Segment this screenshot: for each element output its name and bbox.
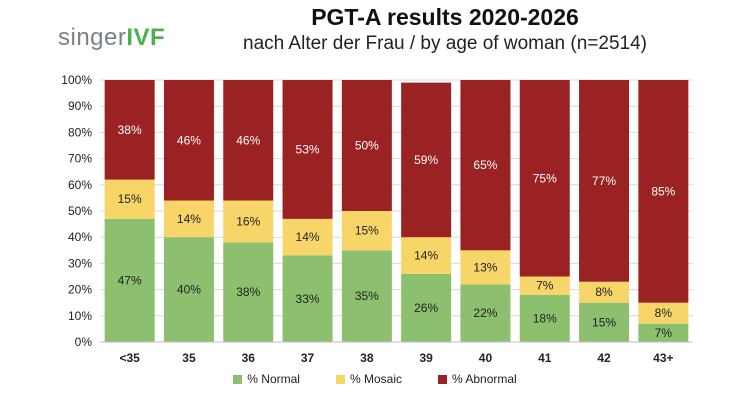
bar-abnormal <box>163 80 214 201</box>
legend-label-mosaic: % Mosaic <box>349 372 402 386</box>
x-tick-label: 38 <box>360 351 374 365</box>
chart-subtitle: nach Alter der Frau / by age of woman (n… <box>243 33 647 54</box>
data-label-normal: 35% <box>355 289 379 303</box>
bar-mosaic <box>401 237 452 274</box>
y-tick-label: 90% <box>68 99 92 113</box>
x-tick-label: 42 <box>597 351 611 365</box>
legend-swatch-normal <box>233 374 243 384</box>
data-label-abnormal: 59% <box>414 153 438 167</box>
data-label-abnormal: 75% <box>533 171 557 185</box>
logo-text-main: singer <box>58 24 127 51</box>
bar-mosaic <box>460 250 511 285</box>
singer-ivf-logo: singerIVF <box>56 12 186 58</box>
x-tick-label: 41 <box>538 351 552 365</box>
data-label-normal: 33% <box>296 292 320 306</box>
legend-label-normal: % Normal <box>247 372 300 386</box>
bar-abnormal <box>341 80 392 211</box>
data-label-normal: 15% <box>592 315 616 329</box>
y-tick-label: 40% <box>68 230 92 244</box>
legend-item-mosaic: % Mosaic <box>335 372 402 386</box>
data-label-abnormal: 77% <box>592 174 616 188</box>
data-label-normal: 26% <box>414 301 438 315</box>
bar-normal <box>104 218 155 342</box>
data-label-mosaic: 8% <box>655 306 673 320</box>
bar-mosaic <box>282 218 333 256</box>
x-tick-label: 35 <box>182 351 196 365</box>
bar-normal <box>163 237 214 342</box>
data-label-normal: 22% <box>473 306 497 320</box>
y-tick-label: 30% <box>68 256 92 270</box>
bar-mosaic <box>223 200 274 243</box>
x-tick-label: <35 <box>119 351 140 365</box>
y-tick-label: 60% <box>68 178 92 192</box>
chart-legend: % Normal % Mosaic % Abnormal <box>0 372 750 386</box>
x-tick-label: 43+ <box>653 351 673 365</box>
bar-abnormal <box>223 80 274 201</box>
data-label-mosaic: 15% <box>355 224 379 238</box>
data-label-mosaic: 14% <box>414 249 438 263</box>
bar-mosaic <box>519 276 570 295</box>
bar-normal <box>460 284 511 342</box>
y-tick-label: 20% <box>68 283 92 297</box>
bar-normal <box>341 250 392 342</box>
legend-swatch-abnormal <box>438 374 447 384</box>
x-tick-label: 37 <box>301 351 315 365</box>
data-label-mosaic: 14% <box>296 230 320 244</box>
bar-abnormal <box>460 80 511 251</box>
data-label-abnormal: 46% <box>177 133 201 147</box>
data-label-normal: 18% <box>533 311 557 325</box>
x-tick-label: 36 <box>242 351 256 365</box>
data-label-mosaic: 14% <box>177 212 201 226</box>
data-label-abnormal: 65% <box>473 158 497 172</box>
chart-title: PGT-A results 2020-2026 <box>311 4 579 30</box>
bar-abnormal <box>401 82 452 238</box>
bar-normal <box>579 302 630 342</box>
logo-text-brand: IVF <box>126 24 166 51</box>
y-tick-label: 70% <box>68 152 92 166</box>
data-label-normal: 40% <box>177 283 201 297</box>
logo-text: singerIVF <box>58 24 165 52</box>
data-label-mosaic: 8% <box>595 285 613 299</box>
y-tick-label: 100% <box>61 73 92 87</box>
y-tick-label: 50% <box>68 204 92 218</box>
bar-mosaic <box>579 281 630 303</box>
bar-mosaic <box>638 302 689 324</box>
bar-normal <box>401 273 452 342</box>
legend-label-abnormal: % Abnormal <box>452 372 517 386</box>
y-tick-label: 0% <box>75 335 93 349</box>
data-label-normal: 7% <box>655 326 673 340</box>
data-label-abnormal: 50% <box>355 139 379 153</box>
data-label-mosaic: 7% <box>536 279 554 293</box>
bar-normal <box>519 294 570 342</box>
data-label-normal: 38% <box>236 285 260 299</box>
legend-item-normal: % Normal <box>233 372 300 386</box>
bar-mosaic <box>341 211 392 251</box>
x-tick-label: 40 <box>479 351 493 365</box>
data-label-mosaic: 13% <box>473 260 497 274</box>
data-label-abnormal: 38% <box>118 123 142 137</box>
data-label-abnormal: 85% <box>651 184 675 198</box>
data-label-normal: 47% <box>118 273 142 287</box>
bar-abnormal <box>519 80 570 277</box>
bar-normal <box>282 255 333 342</box>
bar-abnormal <box>282 80 333 219</box>
data-label-mosaic: 15% <box>118 192 142 206</box>
legend-item-abnormal: % Abnormal <box>438 372 517 386</box>
data-label-abnormal: 53% <box>296 142 320 156</box>
bar-abnormal <box>579 80 630 282</box>
bar-mosaic <box>163 200 214 238</box>
bar-normal <box>223 242 274 342</box>
bar-abnormal <box>104 80 155 180</box>
bar-mosaic <box>104 179 155 219</box>
data-label-abnormal: 46% <box>236 133 260 147</box>
y-tick-label: 80% <box>68 125 92 139</box>
y-tick-label: 10% <box>68 309 92 323</box>
x-tick-label: 39 <box>419 351 433 365</box>
bar-normal <box>638 323 689 342</box>
legend-swatch-mosaic <box>335 374 345 384</box>
data-label-mosaic: 16% <box>236 214 260 228</box>
bar-abnormal <box>638 80 689 303</box>
